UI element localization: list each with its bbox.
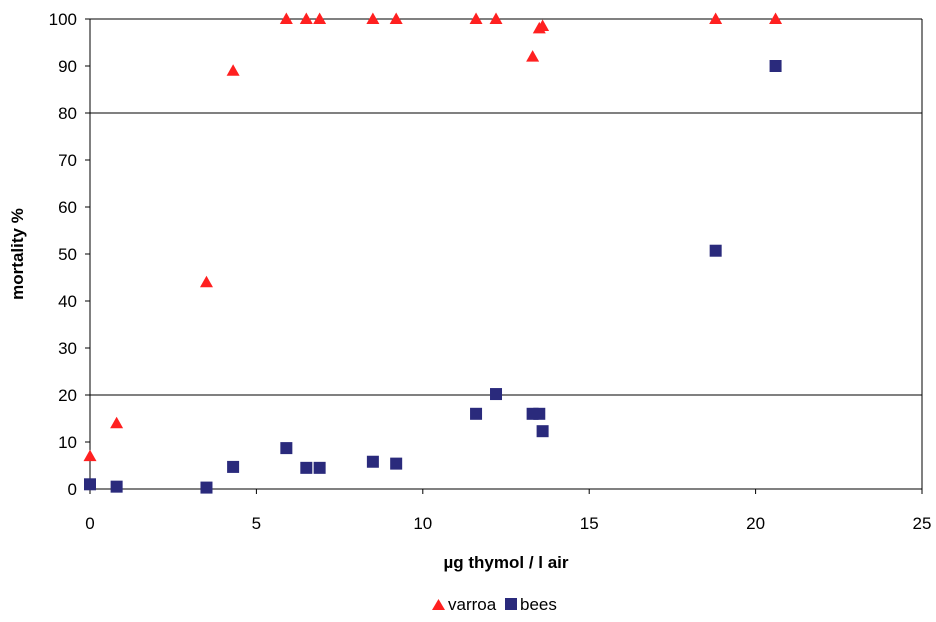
legend-varroa-marker: [432, 599, 445, 610]
bees-point: [227, 460, 240, 473]
varroa-point: [199, 275, 213, 288]
bees-point: [200, 481, 213, 494]
varroa-point: [469, 12, 483, 24]
varroa-point: [489, 12, 503, 24]
y-tick-label: 10: [58, 433, 77, 452]
varroa-point: [709, 12, 723, 24]
x-tick-label: 10: [413, 514, 432, 533]
bees-point: [533, 407, 546, 420]
y-tick-label: 60: [58, 198, 77, 217]
x-tick-label: 15: [580, 514, 599, 533]
y-tick-label: 30: [58, 339, 77, 358]
x-tick-label: 25: [913, 514, 932, 533]
y-ticks: 0 10 20 30 40 50 60 70 80 90 100: [49, 10, 90, 499]
x-tick-label: 0: [85, 514, 94, 533]
y-tick-label: 50: [58, 245, 77, 264]
y-axis-title: mortality %: [8, 208, 27, 300]
bees-point: [390, 457, 403, 470]
data-markers: [83, 12, 783, 494]
bees-point: [110, 480, 123, 493]
bees-point: [366, 455, 379, 468]
y-tick-label: 20: [58, 386, 77, 405]
varroa-point: [366, 12, 380, 24]
bees-point: [490, 388, 503, 401]
bees-point: [280, 442, 293, 455]
bees-point: [769, 60, 782, 72]
x-tick-label: 5: [252, 514, 261, 533]
x-ticks: 0 5 10 15 20 25: [85, 489, 931, 533]
varroa-point: [313, 12, 327, 24]
legend-bees-label: bees: [520, 595, 557, 614]
y-tick-label: 40: [58, 292, 77, 311]
x-tick-label: 20: [746, 514, 765, 533]
varroa-point: [110, 416, 124, 429]
varroa-point: [299, 12, 313, 24]
y-tick-label: 90: [58, 57, 77, 76]
varroa-point: [536, 19, 550, 32]
varroa-point: [526, 50, 540, 62]
y-tick-label: 70: [58, 151, 77, 170]
legend: varroa bees: [432, 595, 557, 614]
bees-point: [300, 461, 313, 474]
x-axis-title: µg thymol / l air: [443, 553, 568, 572]
y-tick-label: 80: [58, 104, 77, 123]
y-tick-label: 100: [49, 10, 77, 29]
y-tick-label: 0: [68, 480, 77, 499]
varroa-point: [769, 12, 783, 24]
legend-varroa-label: varroa: [448, 595, 497, 614]
varroa-point: [389, 12, 403, 24]
varroa-point: [226, 64, 240, 76]
bees-point: [313, 461, 326, 474]
gridlines: [90, 18, 922, 396]
bees-point: [536, 425, 549, 438]
bees-point: [709, 244, 722, 257]
plot-area: [90, 19, 922, 489]
bees-point: [470, 407, 483, 420]
varroa-point: [279, 12, 293, 24]
varroa-point: [83, 449, 97, 462]
legend-bees-marker: [505, 598, 517, 610]
bees-point: [84, 478, 96, 491]
